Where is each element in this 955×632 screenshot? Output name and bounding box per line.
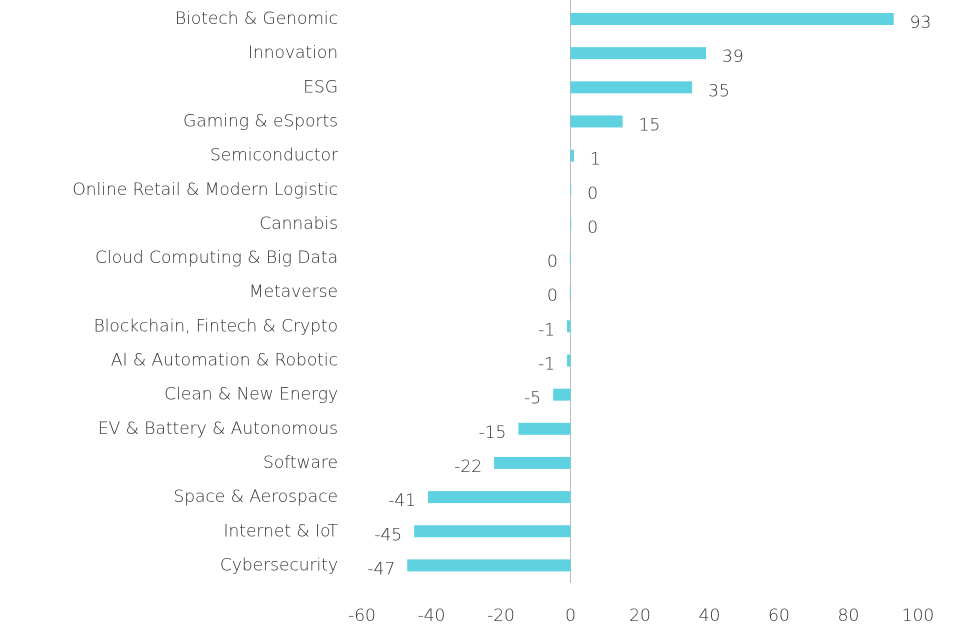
value-label: -22 (454, 457, 482, 477)
value-label: 39 (722, 47, 744, 67)
value-label: -47 (367, 559, 395, 579)
category-label: AI & Automation & Robotic (111, 351, 338, 371)
x-tick-label: -40 (418, 606, 446, 626)
category-label: ESG (303, 77, 338, 97)
value-label: -5 (524, 389, 541, 409)
bar (414, 525, 571, 538)
category-label: Biotech & Genomic (175, 9, 338, 29)
category-label: Gaming & eSports (183, 111, 338, 131)
bar (570, 47, 707, 60)
bar (553, 388, 571, 401)
value-label: 0 (587, 218, 598, 238)
bar (570, 217, 572, 230)
bar (570, 149, 574, 162)
x-tick-label: 60 (768, 606, 790, 626)
bar (407, 559, 571, 572)
category-label: Semiconductor (210, 146, 338, 166)
value-label: -1 (538, 320, 555, 340)
bar (570, 13, 894, 25)
category-label: Innovation (248, 43, 338, 63)
category-label: Metaverse (249, 282, 338, 302)
bar (570, 115, 623, 128)
bar (569, 252, 571, 265)
bar (570, 81, 693, 94)
category-label: Online Retail & Modern Logistic (72, 180, 338, 200)
value-label: 1 (590, 150, 601, 170)
category-label: Cloud Computing & Big Data (95, 248, 338, 268)
value-label: -45 (374, 525, 402, 545)
category-label: Cybersecurity (220, 555, 338, 575)
bar (570, 183, 572, 196)
bar (428, 491, 571, 504)
x-tick-label: 80 (838, 606, 860, 626)
value-label: 35 (708, 81, 730, 101)
category-label: Clean & New Energy (164, 385, 338, 405)
x-tick-label: 40 (699, 606, 721, 626)
bar (518, 422, 571, 435)
category-label: Cannabis (259, 214, 338, 234)
category-label: Blockchain, Fintech & Crypto (94, 316, 338, 336)
x-tick-label: 100 (902, 606, 934, 626)
x-tick-label: -20 (487, 606, 515, 626)
x-tick-label: 20 (629, 606, 651, 626)
bar (567, 354, 571, 367)
value-label: 0 (547, 286, 558, 306)
value-label: -41 (388, 491, 416, 511)
value-label: -15 (479, 423, 507, 443)
x-tick-label: 0 (565, 606, 576, 626)
category-label: Software (263, 453, 338, 473)
category-label: Space & Aerospace (173, 487, 338, 507)
value-label: 15 (639, 115, 661, 135)
value-label: -1 (538, 355, 555, 375)
x-tick-label: -60 (348, 606, 376, 626)
value-label: 0 (547, 252, 558, 272)
category-label: Internet & IoT (224, 521, 339, 541)
value-label: 93 (910, 13, 932, 33)
category-label: EV & Battery & Autonomous (98, 419, 338, 439)
bar (494, 456, 571, 469)
bar (567, 320, 571, 333)
value-label: 0 (587, 184, 598, 204)
bar (569, 286, 571, 299)
